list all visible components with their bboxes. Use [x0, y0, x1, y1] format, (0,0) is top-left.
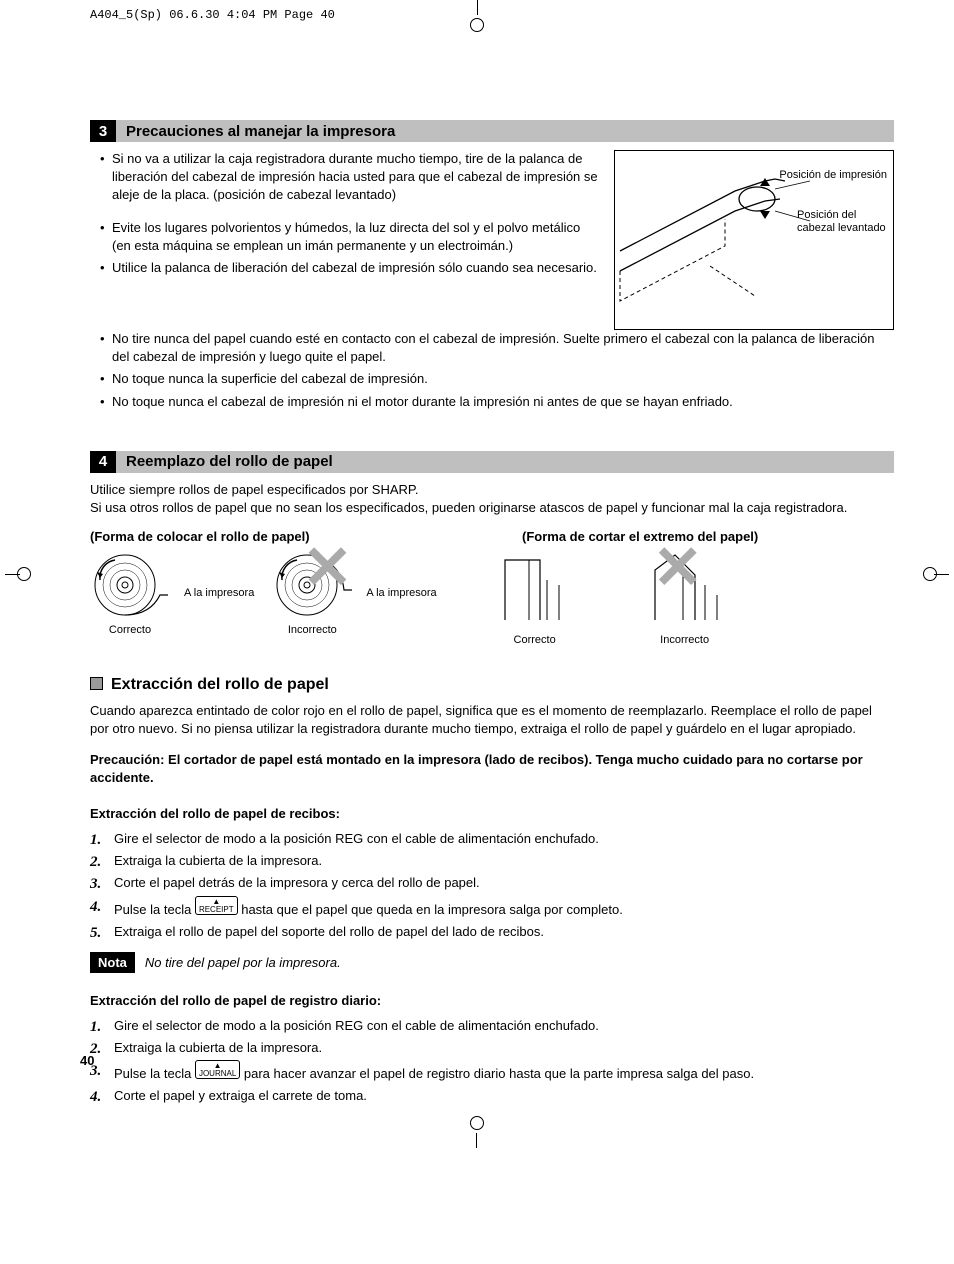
- bullet-item: No tire nunca del papel cuando esté en c…: [100, 330, 894, 366]
- section-3-title: Precauciones al manejar la impresora: [126, 123, 395, 140]
- bullet-item: Utilice la palanca de liberación del cab…: [100, 259, 598, 277]
- step-item: 4.Corte el papel y extraiga el carrete d…: [90, 1086, 894, 1106]
- print-header: A404_5(Sp) 06.6.30 4:04 PM Page 40: [90, 8, 335, 22]
- nota-row: Nota No tire del papel por la impresora.: [90, 952, 894, 973]
- extraction-intro: Cuando aparezca entintado de color rojo …: [90, 702, 894, 738]
- subhead-right: (Forma de cortar el extremo del papel): [522, 529, 894, 544]
- keycap-icon: ▲RECEIPT: [195, 896, 238, 915]
- extraction-caution: Precaución: El cortador de papel está mo…: [90, 751, 894, 789]
- crop-mark-bottom: [467, 1118, 487, 1148]
- section-4-number: 4: [90, 451, 116, 473]
- fig-label-head-up: Posición del cabezal levantado: [797, 209, 887, 235]
- nota-text: No tire del papel por la impresora.: [145, 955, 341, 970]
- roll-correct-figure: Correcto: [90, 550, 170, 636]
- roll-incorrect-figure: ✕ Incorrecto: [272, 550, 352, 636]
- section-4-title: Reemplazo del rollo de papel: [126, 453, 333, 470]
- bullet-item: No toque nunca la superficie del cabezal…: [100, 370, 894, 388]
- subhead-left: (Forma de colocar el rollo de papel): [90, 529, 462, 544]
- receipt-steps-list: 1.Gire el selector de modo a la posición…: [90, 829, 894, 942]
- to-printer-label-2: A la impresora: [366, 587, 436, 599]
- section-3-number: 3: [90, 120, 116, 142]
- step-item: 5.Extraiga el rollo de papel del soporte…: [90, 922, 894, 942]
- step-item: 1.Gire el selector de modo a la posición…: [90, 1016, 894, 1036]
- step-item: 2.Extraiga la cubierta de la impresora.: [90, 1038, 894, 1058]
- printer-head-figure: Posición de impresión Posición del cabez…: [614, 150, 894, 330]
- step-item: 2.Extraiga la cubierta de la impresora.: [90, 851, 894, 871]
- to-printer-label: A la impresora: [184, 587, 254, 599]
- step-item: 1.Gire el selector de modo a la posición…: [90, 829, 894, 849]
- crop-mark-top: [467, 0, 487, 30]
- nota-badge: Nota: [90, 952, 135, 973]
- section-3-bullets-top: Si no va a utilizar la caja registradora…: [90, 150, 598, 277]
- journal-steps-list: 1.Gire el selector de modo a la posición…: [90, 1016, 894, 1107]
- step-item: 4.Pulse la tecla ▲RECEIPT hasta que el p…: [90, 896, 894, 920]
- square-bullet-icon: [90, 677, 103, 690]
- bullet-item: No toque nunca el cabezal de impresión n…: [100, 393, 894, 411]
- section-3-header: 3 Precauciones al manejar la impresora: [90, 120, 894, 142]
- section-3-bullets-full: No tire nunca del papel cuando esté en c…: [90, 330, 894, 411]
- journal-removal-title: Extracción del rollo de papel de registr…: [90, 993, 894, 1008]
- step-item: 3.Pulse la tecla ▲JOURNAL para hacer ava…: [90, 1060, 894, 1084]
- extraction-title: Extracción del rollo de papel: [90, 676, 894, 694]
- section-4-intro: Utilice siempre rollos de papel especifi…: [90, 481, 894, 517]
- bullet-item: Evite los lugares polvorientos y húmedos…: [100, 219, 598, 255]
- section-4-header: 4 Reemplazo del rollo de papel: [90, 451, 894, 473]
- bullet-item: Si no va a utilizar la caja registradora…: [100, 150, 598, 205]
- crop-mark-left: [5, 564, 35, 584]
- step-item: 3.Corte el papel detrás de la impresora …: [90, 873, 894, 893]
- crop-mark-right: [919, 564, 949, 584]
- cut-incorrect-figure: ✕ Incorrecto: [635, 550, 735, 646]
- receipt-removal-title: Extracción del rollo de papel de recibos…: [90, 806, 894, 821]
- fig-label-print-position: Posición de impresión: [779, 169, 887, 182]
- cut-correct-figure: Correcto: [485, 550, 585, 646]
- keycap-icon: ▲JOURNAL: [195, 1060, 240, 1079]
- page-number: 40: [80, 1053, 94, 1068]
